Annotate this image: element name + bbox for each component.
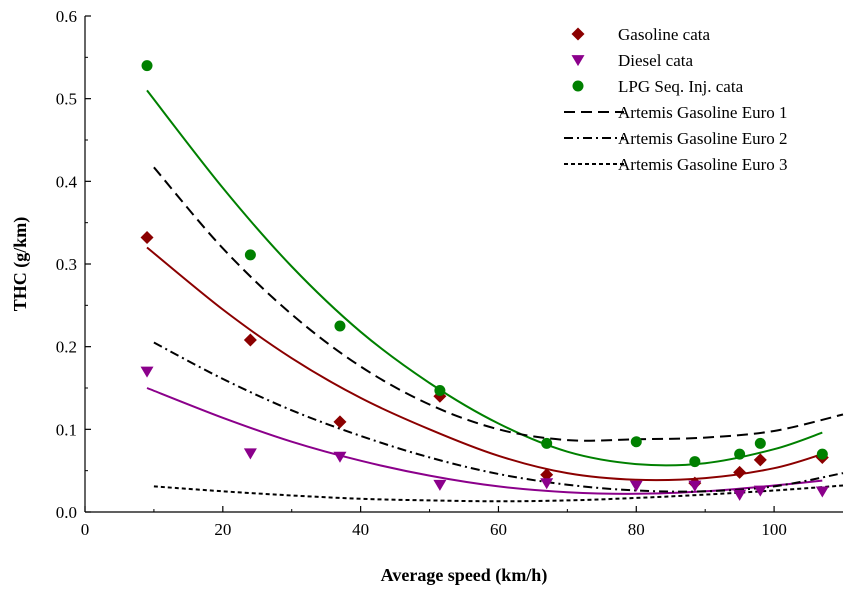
data-point-2-2 [334, 320, 346, 332]
legend-swatch-1 [571, 55, 585, 67]
data-point-2-4 [541, 437, 553, 449]
data-point-1-5 [629, 480, 643, 492]
legend-label-0: Gasoline cata [618, 25, 710, 44]
data-point-2-3 [434, 384, 446, 396]
legend: Gasoline cata Diesel cata LPG Seq. Inj. ca… [564, 25, 788, 174]
y-tick-label: 0.2 [56, 338, 77, 357]
x-tick-label: 0 [81, 520, 90, 539]
legend-label-2: LPG Seq. Inj. cata [618, 77, 744, 96]
y-axis-title: THC (g/km) [10, 217, 31, 312]
trend-line-1 [146, 387, 823, 495]
data-point-1-8 [753, 485, 767, 497]
legend-label-1: Diesel cata [618, 51, 693, 70]
legend-label-4: Artemis Gasoline Euro 2 [618, 129, 788, 148]
x-tick-label: 40 [352, 520, 369, 539]
x-axis-ticks: 0 20 40 60 80 100 [81, 506, 787, 539]
data-point-0-0 [140, 231, 154, 245]
artemis-line-5 [153, 484, 844, 503]
data-point-1-1 [243, 448, 257, 460]
y-tick-label: 0.1 [56, 420, 77, 439]
data-point-0-2 [333, 415, 347, 429]
data-point-1-0 [140, 366, 154, 378]
x-axis-title: Average speed (km/h) [381, 565, 548, 586]
data-point-2-9 [816, 448, 828, 460]
x-tick-label: 80 [628, 520, 645, 539]
data-point-2-1 [244, 249, 256, 261]
x-tick-label: 60 [490, 520, 507, 539]
y-tick-label: 0.5 [56, 90, 77, 109]
trend-line-2 [146, 89, 823, 467]
legend-label-5: Artemis Gasoline Euro 3 [618, 155, 788, 174]
y-axis-ticks: 0.0 0.1 0.2 0.3 0.4 0.5 0.6 [56, 7, 91, 522]
y-tick-label: 0.4 [56, 172, 78, 191]
data-point-0-1 [243, 333, 257, 347]
x-tick-label: 20 [214, 520, 231, 539]
data-point-1-2 [333, 451, 347, 463]
legend-swatch-2 [572, 80, 584, 92]
data-point-2-5 [630, 436, 642, 448]
artemis-line-3 [153, 166, 844, 442]
legend-swatch-0 [571, 27, 585, 41]
legend-label-3: Artemis Gasoline Euro 1 [618, 103, 788, 122]
data-point-2-8 [754, 437, 766, 449]
data-points [140, 60, 829, 501]
data-point-2-7 [734, 448, 746, 460]
data-point-0-7 [753, 453, 767, 467]
y-tick-label: 0.0 [56, 503, 77, 522]
y-tick-label: 0.3 [56, 255, 77, 274]
data-point-2-6 [689, 456, 701, 468]
artemis-lines [153, 166, 844, 503]
data-point-1-6 [688, 480, 702, 492]
trend-lines [146, 89, 823, 495]
data-point-1-7 [733, 489, 747, 501]
data-point-2-0 [141, 60, 153, 72]
y-tick-label: 0.6 [56, 7, 77, 26]
data-point-1-9 [815, 486, 829, 498]
x-tick-label: 100 [761, 520, 787, 539]
data-point-1-3 [433, 479, 447, 491]
data-point-0-4 [540, 468, 554, 482]
trend-line-0 [146, 246, 823, 482]
data-point-0-6 [733, 465, 747, 479]
data-point-1-4 [540, 478, 554, 490]
